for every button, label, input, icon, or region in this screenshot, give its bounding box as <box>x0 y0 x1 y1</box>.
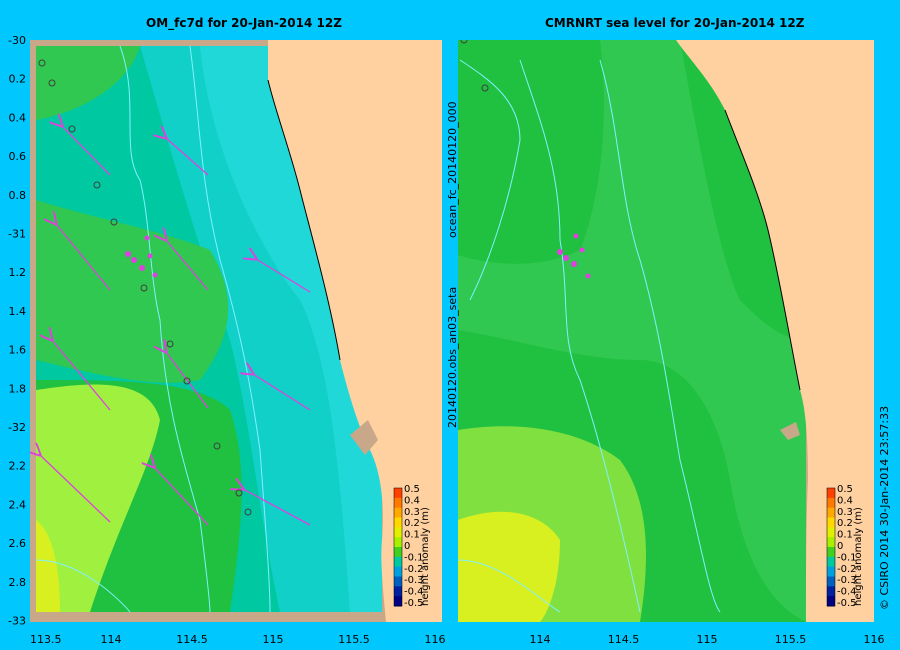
colorbar-segment <box>394 488 402 499</box>
latitude-tick-label: 1.2 <box>9 266 27 279</box>
left-panel-title: OM_fc7d for 20-Jan-2014 12Z <box>146 16 342 30</box>
colorbar-tick-label: -0.1 <box>404 552 424 563</box>
colorbar-segment <box>827 566 835 577</box>
forecast-file-label: ocean_fc_20140120_000 <box>446 101 459 238</box>
colorbar-tick-label: 0.1 <box>837 530 853 541</box>
latitude-tick-label: 0.4 <box>9 111 27 124</box>
colorbar-segment <box>827 547 835 558</box>
copyright-label: © CSIRO 2014 30-Jan-2014 23:57:33 <box>878 405 891 610</box>
latitude-tick-label: 1.4 <box>9 305 27 318</box>
latitude-tick-label: 2.4 <box>9 498 27 511</box>
colorbar-segment <box>394 537 402 548</box>
longitude-tick-label: 114.5 <box>176 633 208 646</box>
colorbar-segment <box>827 537 835 548</box>
colorbar-segment <box>394 576 402 587</box>
colorbar-segment <box>394 556 402 568</box>
colorbar-tick-label: 0.5 <box>404 484 420 495</box>
colorbar-tick-label: -0.5 <box>837 598 857 609</box>
colorbar-tick-label: -0.2 <box>404 564 424 575</box>
colorbar-segment <box>827 576 835 587</box>
longitude-tick-label: 114.5 <box>608 633 640 646</box>
colorbar-segment <box>394 517 402 528</box>
colorbar-tick-label: -0.2 <box>837 564 857 575</box>
colorbar-right: 0.50.40.30.20.10-0.1-0.2-0.3-0.4-0.5heig… <box>826 484 864 609</box>
longitude-tick-label: 115 <box>697 633 718 646</box>
right-map <box>458 40 874 622</box>
colorbar-segment <box>394 497 402 509</box>
longitude-tick-label: 114 <box>101 633 122 646</box>
colorbar-segment <box>827 507 835 518</box>
latitude-tick-label: 0.2 <box>9 73 27 86</box>
colorbar-tick-label: -0.4 <box>404 587 424 598</box>
longitude-labels-right: 114 114.5 115 115.5 116 <box>530 633 885 646</box>
colorbar-segment <box>827 517 835 528</box>
observation-points-left <box>38 59 252 516</box>
colorbar-tick-label: 0.1 <box>404 530 420 541</box>
colorbar-segment <box>394 586 402 597</box>
latitude-tick-label: -30 <box>8 34 26 47</box>
latitude-tick-label: -33 <box>8 615 26 628</box>
colorbar-segment <box>827 527 835 538</box>
colorbar-tick-label: -0.1 <box>837 552 857 563</box>
colorbar-segment <box>394 547 402 558</box>
obs-file-label: 20140120.obs_an03_seta <box>446 286 459 428</box>
colorbar-segment <box>827 586 835 597</box>
colorbar-tick-label: -0.5 <box>404 598 424 609</box>
colorbar-tick-label: 0 <box>404 541 410 552</box>
colorbar-tick-label: -0.4 <box>837 587 857 598</box>
colorbar-segment <box>827 596 835 607</box>
longitude-tick-label: 113.5 <box>30 633 62 646</box>
current-arrows-left <box>40 126 311 526</box>
longitude-tick-label: 115.5 <box>338 633 370 646</box>
colorbar-tick-label: -0.3 <box>837 575 857 586</box>
latitude-tick-label: 2.8 <box>9 576 27 589</box>
colorbar-tick-label: 0.3 <box>404 507 420 518</box>
colorbar-segment <box>827 488 835 499</box>
colorbar-segment <box>827 556 835 568</box>
colorbar-segment <box>394 507 402 518</box>
latitude-tick-label: 0.8 <box>9 189 27 202</box>
colorbar-tick-label: 0.2 <box>404 518 420 529</box>
colorbar-segment <box>394 596 402 607</box>
colorbar-tick-label: 0.2 <box>837 518 853 529</box>
colorbar-tick-label: -0.3 <box>404 575 424 586</box>
latitude-tick-label: 0.6 <box>9 150 27 163</box>
colorbar-tick-label: 0.4 <box>404 495 420 506</box>
latitude-tick-label: 2.2 <box>9 460 27 473</box>
colorbar-segment <box>394 566 402 577</box>
longitude-tick-label: 114 <box>530 633 551 646</box>
left-map <box>30 40 442 622</box>
latitude-tick-label: -32 <box>8 421 26 434</box>
longitude-labels-left: 113.5 114 114.5 115 115.5 116 <box>30 633 446 646</box>
latitude-tick-label: 1.6 <box>9 344 27 357</box>
longitude-tick-label: 116 <box>864 633 885 646</box>
right-panel-title: CMRNRT sea level for 20-Jan-2014 12Z <box>545 16 805 30</box>
colorbar-left: 0.50.40.30.20.10-0.1-0.2-0.3-0.4-0.5heig… <box>393 484 431 609</box>
colorbar-title: height anomaly (m) <box>420 507 431 606</box>
colorbar-tick-label: 0 <box>837 541 843 552</box>
longitude-tick-label: 116 <box>425 633 446 646</box>
colorbar-title: height anomaly (m) <box>853 507 864 606</box>
latitude-tick-label: -31 <box>8 228 26 241</box>
longitude-tick-label: 115 <box>263 633 284 646</box>
colorbar-tick-label: 0.4 <box>837 495 853 506</box>
latitude-labels: -30 0.2 0.4 0.6 0.8 -31 1.2 1.4 1.6 1.8 -32 2.2 2.4 2… <box>8 34 26 628</box>
latitude-tick-label: 1.8 <box>9 382 27 395</box>
colorbar-segment <box>394 527 402 538</box>
colorbar-segment <box>827 497 835 509</box>
longitude-tick-label: 115.5 <box>775 633 807 646</box>
latitude-tick-label: 2.6 <box>9 537 27 550</box>
colorbar-tick-label: 0.3 <box>837 507 853 518</box>
colorbar-tick-label: 0.5 <box>837 484 853 495</box>
